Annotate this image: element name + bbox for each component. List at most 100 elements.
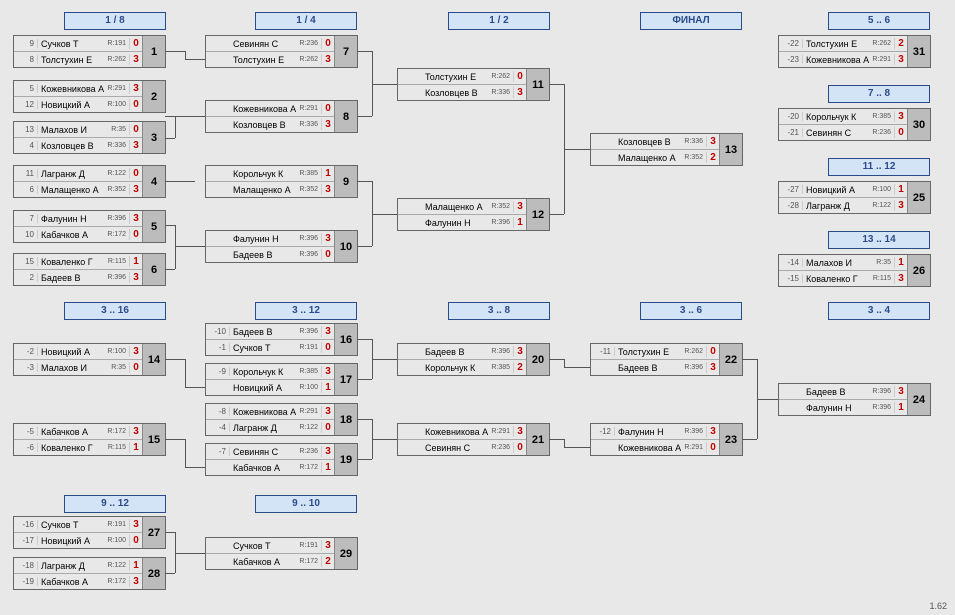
player-rating: R:262 <box>872 40 894 47</box>
player-rating: R:35 <box>111 364 129 371</box>
player-name: Сучков Т <box>230 541 299 551</box>
player-row: Кабачков АR:1721 <box>206 460 334 475</box>
match-id: 13 <box>719 134 742 165</box>
player-score: 0 <box>321 38 334 49</box>
player-row: -5Кабачков АR:1723 <box>14 424 142 440</box>
player-score: 3 <box>321 406 334 417</box>
match-id: 17 <box>334 364 357 395</box>
player-rating: R:396 <box>299 251 321 258</box>
player-rating: R:352 <box>107 186 129 193</box>
connector-line <box>357 339 372 340</box>
match-id: 30 <box>907 109 930 140</box>
player-score: 2 <box>321 556 334 567</box>
player-name: Малахов И <box>38 125 111 135</box>
player-score: 0 <box>706 346 719 357</box>
player-rating: R:100 <box>107 537 129 544</box>
match-id: 7 <box>334 36 357 67</box>
match-id: 28 <box>142 558 165 589</box>
player-rating: R:352 <box>684 154 706 161</box>
player-row: -23Кожевникова АR:2913 <box>779 52 907 67</box>
connector-line <box>175 116 205 117</box>
player-name: Сучков Т <box>38 520 107 530</box>
player-name: Бадеев В <box>230 250 299 260</box>
player-rating: R:100 <box>107 101 129 108</box>
player-name: Севинян С <box>230 39 299 49</box>
match-box: Севинян СR:2360Толстухин ЕR:26237 <box>205 35 358 68</box>
player-row: 4Козловцев ВR:3363 <box>14 138 142 153</box>
connector-line <box>372 214 397 215</box>
match-box: -10Бадеев ВR:3963-1Сучков ТR:191016 <box>205 323 358 356</box>
player-score: 1 <box>321 382 334 393</box>
player-rating: R:385 <box>491 364 513 371</box>
player-rating: R:172 <box>299 558 321 565</box>
player-rating: R:100 <box>107 348 129 355</box>
player-rating: R:396 <box>491 348 513 355</box>
player-rating: R:236 <box>299 40 321 47</box>
player-score: 3 <box>513 426 526 437</box>
player-rating: R:385 <box>299 170 321 177</box>
connector-line <box>357 51 372 52</box>
stage-header: 7 .. 8 <box>828 85 930 103</box>
connector-line <box>175 246 205 247</box>
player-score: 2 <box>894 38 907 49</box>
player-row: -21Севинян СR:2360 <box>779 125 907 140</box>
player-rating: R:396 <box>491 219 513 226</box>
player-rating: R:262 <box>107 56 129 63</box>
match-id: 6 <box>142 254 165 285</box>
player-rating: R:352 <box>491 203 513 210</box>
seed: -12 <box>591 427 615 436</box>
match-box: Козловцев ВR:3363Малащенко АR:352213 <box>590 133 743 166</box>
connector-line <box>165 269 175 270</box>
player-score: 3 <box>129 576 142 587</box>
player-rating: R:291 <box>299 408 321 415</box>
match-box: -9Корольчук КR:3853Новицкий АR:100117 <box>205 363 358 396</box>
connector-line <box>372 84 397 85</box>
player-row: Бадеев ВR:3963 <box>398 344 526 360</box>
player-row: Козловцев ВR:3363 <box>398 85 526 100</box>
player-row: -10Бадеев ВR:3963 <box>206 324 334 340</box>
player-name: Кабачков А <box>230 463 299 473</box>
player-score: 3 <box>321 446 334 457</box>
player-score: 3 <box>894 273 907 284</box>
seed: -20 <box>779 112 803 121</box>
player-name: Корольчук К <box>230 367 299 377</box>
player-row: -16Сучков ТR:1913 <box>14 517 142 533</box>
match-id: 8 <box>334 101 357 132</box>
stage-header: 11 .. 12 <box>828 158 930 176</box>
stage-header: 1 / 2 <box>448 12 550 30</box>
player-score: 3 <box>129 272 142 283</box>
match-box: -22Толстухин ЕR:2622-23Кожевникова АR:29… <box>778 35 931 68</box>
player-score: 3 <box>129 184 142 195</box>
seed: -14 <box>779 258 803 267</box>
connector-line <box>549 214 564 215</box>
match-box: 9Сучков ТR:19108Толстухин ЕR:26231 <box>13 35 166 68</box>
player-rating: R:396 <box>107 215 129 222</box>
player-rating: R:35 <box>876 259 894 266</box>
player-name: Кабачков А <box>38 427 107 437</box>
player-rating: R:191 <box>299 542 321 549</box>
player-row: -14Малахов ИR:351 <box>779 255 907 271</box>
player-name: Новицкий А <box>38 100 107 110</box>
player-rating: R:122 <box>107 170 129 177</box>
player-row: 7Фалунин НR:3963 <box>14 211 142 227</box>
seed: 5 <box>14 84 38 93</box>
player-score: 0 <box>894 127 907 138</box>
match-box: -12Фалунин НR:3963Кожевникова АR:291023 <box>590 423 743 456</box>
player-score: 3 <box>513 87 526 98</box>
seed: -3 <box>14 363 38 372</box>
player-name: Малащенко А <box>38 185 107 195</box>
player-score: 0 <box>321 103 334 114</box>
player-row: Малащенко АR:3522 <box>591 150 719 165</box>
match-id: 1 <box>142 36 165 67</box>
player-rating: R:262 <box>299 56 321 63</box>
player-row: Кожевникова АR:2910 <box>591 440 719 455</box>
player-score: 3 <box>129 426 142 437</box>
player-rating: R:336 <box>299 121 321 128</box>
player-name: Фалунин Н <box>615 427 684 437</box>
player-rating: R:396 <box>684 428 706 435</box>
match-box: 15Коваленко ГR:11512Бадеев ВR:39636 <box>13 253 166 286</box>
player-name: Кожевникова А <box>422 427 491 437</box>
player-name: Кожевникова А <box>230 407 299 417</box>
player-name: Коваленко Г <box>803 274 873 284</box>
player-row: 10Кабачков АR:1720 <box>14 227 142 242</box>
